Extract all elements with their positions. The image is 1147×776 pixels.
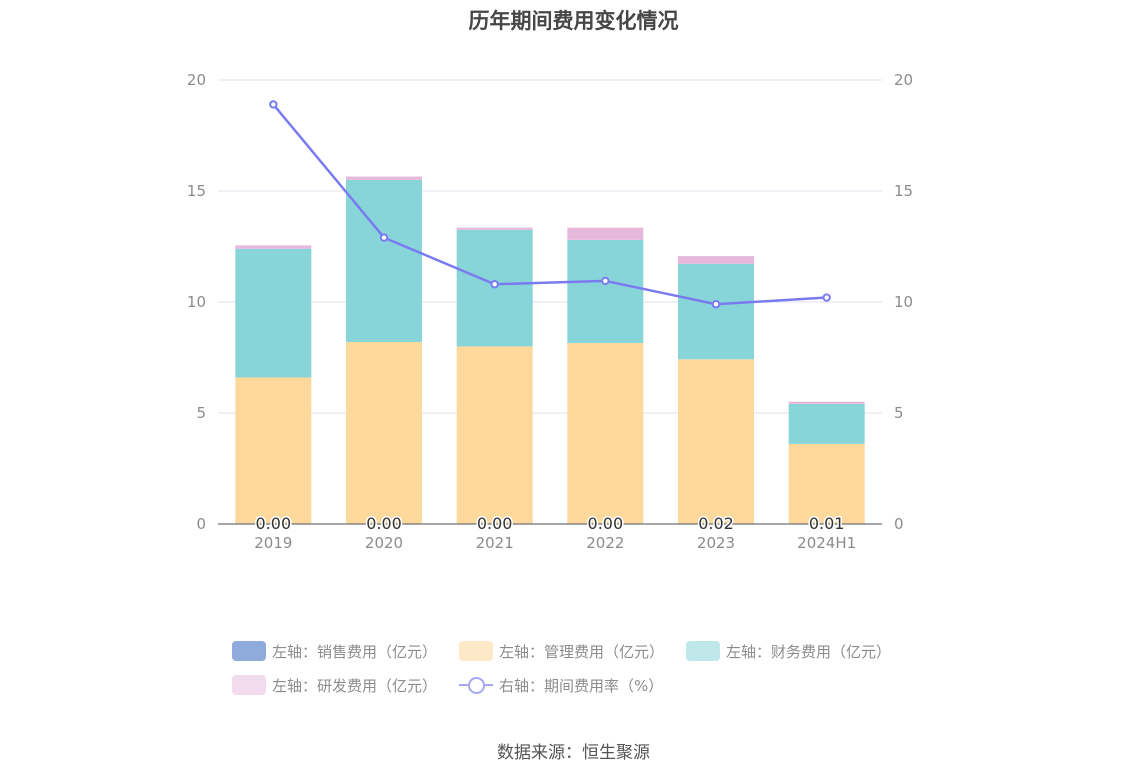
legend-item-admin[interactable]: 左轴：管理费用（亿元） bbox=[459, 641, 664, 662]
y-left-tick-label: 20 bbox=[187, 71, 206, 89]
legend-line-icon bbox=[459, 675, 494, 695]
legend-item-rate[interactable]: 右轴：期间费用率（%） bbox=[459, 675, 663, 696]
bar-finance bbox=[788, 403, 865, 444]
bar-rd bbox=[567, 227, 644, 240]
y-right-tick-label: 0 bbox=[894, 515, 904, 533]
x-tick-label: 2021 bbox=[476, 534, 514, 552]
bar-admin bbox=[456, 346, 533, 524]
bar-finance bbox=[235, 248, 312, 378]
x-tick-label: 2023 bbox=[697, 534, 735, 552]
rate-point bbox=[601, 276, 610, 286]
bar-rd bbox=[456, 227, 533, 230]
legend-label-sales: 左轴：销售费用（亿元） bbox=[272, 642, 438, 661]
bar-admin bbox=[788, 443, 865, 524]
legend-swatch-rd bbox=[232, 675, 266, 695]
source-note: 数据来源：恒生聚源 bbox=[497, 743, 650, 763]
y-right-tick-label: 15 bbox=[894, 182, 913, 200]
rate-point bbox=[269, 100, 278, 109]
bar-admin bbox=[346, 341, 422, 524]
y-right-tick-label: 5 bbox=[894, 404, 904, 422]
x-tick-label: 2020 bbox=[365, 534, 403, 552]
legend-item-sales[interactable]: 左轴：销售费用（亿元） bbox=[232, 641, 437, 662]
y-left-tick-label: 15 bbox=[187, 182, 206, 200]
legend-swatch-finance bbox=[686, 641, 721, 661]
bar-admin bbox=[678, 359, 754, 524]
bar-admin bbox=[235, 377, 312, 524]
legend-row-1: 左轴：销售费用（亿元） 左轴：管理费用（亿元） 左轴：财务费用（亿元） bbox=[232, 638, 932, 664]
y-left-tick-label: 0 bbox=[196, 515, 206, 533]
legend-swatch-admin bbox=[459, 641, 494, 661]
legend-label-rate: 右轴：期间费用率（%） bbox=[499, 676, 664, 695]
data-label-sales: 0.00 bbox=[477, 514, 513, 533]
y-right-tick-label: 10 bbox=[894, 293, 913, 311]
y-left-tick-label: 5 bbox=[196, 404, 206, 422]
bar-rd bbox=[235, 245, 312, 249]
data-label-sales: 0.02 bbox=[698, 514, 734, 533]
bar-finance bbox=[678, 263, 754, 360]
legend-item-finance[interactable]: 左轴：财务费用（亿元） bbox=[686, 641, 891, 662]
legend-item-rd[interactable]: 左轴：研发费用（亿元） bbox=[232, 675, 437, 696]
data-label-sales: 0.00 bbox=[588, 514, 624, 533]
data-label-sales: 0.01 bbox=[809, 514, 845, 533]
legend-row-2: 左轴：研发费用（亿元） 右轴：期间费用率（%） bbox=[232, 672, 932, 698]
x-tick-label: 2019 bbox=[254, 534, 292, 552]
chart-area: 0 5 10 15 20 0 5 10 15 20 0.00 0.00 0.00 0.00 0.02 0.01… bbox=[187, 71, 913, 552]
y-right-tick-label: 20 bbox=[894, 71, 913, 89]
rate-point bbox=[379, 233, 389, 242]
bar-admin bbox=[567, 343, 644, 524]
data-label-sales: 0.00 bbox=[256, 514, 292, 533]
chart-title: 历年期间费用变化情况 bbox=[468, 9, 679, 33]
legend-label-rd: 左轴：研发费用（亿元） bbox=[272, 676, 438, 695]
bar-rd bbox=[788, 401, 865, 404]
x-tick-label: 2024H1 bbox=[797, 534, 856, 552]
bar-rd bbox=[346, 176, 422, 180]
bar-finance bbox=[567, 239, 644, 344]
rate-point bbox=[711, 300, 721, 309]
legend: 左轴：销售费用（亿元） 左轴：管理费用（亿元） 左轴：财务费用（亿元） 左轴：研… bbox=[232, 638, 932, 706]
bar-rd bbox=[678, 256, 754, 264]
rate-line bbox=[272, 103, 827, 306]
x-tick-label: 2022 bbox=[586, 534, 624, 552]
legend-swatch-sales bbox=[232, 641, 266, 661]
legend-label-finance: 左轴：财务费用（亿元） bbox=[726, 642, 892, 661]
data-label-sales: 0.00 bbox=[366, 514, 402, 533]
legend-label-admin: 左轴：管理费用（亿元） bbox=[499, 642, 665, 661]
rate-point bbox=[822, 293, 831, 302]
y-left-tick-label: 10 bbox=[187, 293, 206, 311]
rate-point bbox=[490, 280, 499, 289]
